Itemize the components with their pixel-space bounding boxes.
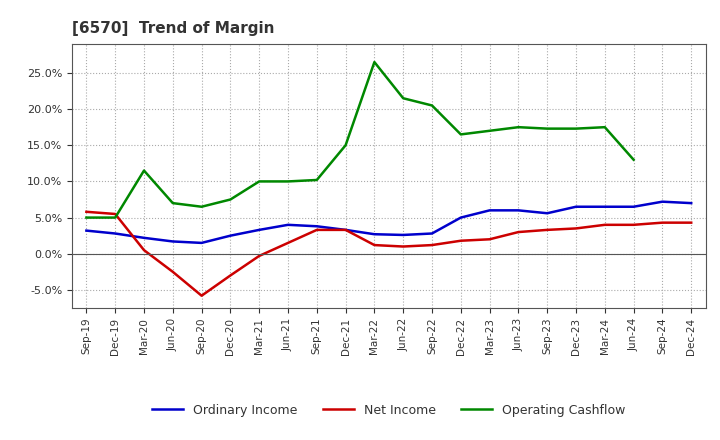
Operating Cashflow — [543, 126, 552, 131]
Ordinary Income — [600, 204, 609, 209]
Ordinary Income — [168, 239, 177, 244]
Operating Cashflow — [140, 168, 148, 173]
Ordinary Income — [255, 227, 264, 232]
Net Income — [341, 227, 350, 232]
Operating Cashflow — [399, 95, 408, 101]
Net Income — [658, 220, 667, 225]
Net Income — [82, 209, 91, 214]
Ordinary Income — [312, 224, 321, 229]
Net Income — [168, 269, 177, 275]
Net Income — [284, 240, 292, 246]
Ordinary Income — [140, 235, 148, 241]
Net Income — [370, 242, 379, 248]
Ordinary Income — [687, 201, 696, 206]
Operating Cashflow — [370, 59, 379, 65]
Operating Cashflow — [197, 204, 206, 209]
Ordinary Income — [485, 208, 494, 213]
Ordinary Income — [456, 215, 465, 220]
Operating Cashflow — [341, 143, 350, 148]
Net Income — [312, 227, 321, 232]
Operating Cashflow — [111, 215, 120, 220]
Operating Cashflow — [629, 157, 638, 162]
Operating Cashflow — [312, 177, 321, 183]
Operating Cashflow — [168, 201, 177, 206]
Ordinary Income — [629, 204, 638, 209]
Legend: Ordinary Income, Net Income, Operating Cashflow: Ordinary Income, Net Income, Operating C… — [147, 399, 631, 422]
Net Income — [543, 227, 552, 232]
Ordinary Income — [658, 199, 667, 204]
Net Income — [456, 238, 465, 243]
Ordinary Income — [284, 222, 292, 227]
Operating Cashflow — [82, 215, 91, 220]
Net Income — [140, 247, 148, 253]
Net Income — [629, 222, 638, 227]
Ordinary Income — [226, 233, 235, 238]
Operating Cashflow — [600, 125, 609, 130]
Ordinary Income — [514, 208, 523, 213]
Line: Net Income: Net Income — [86, 212, 691, 296]
Net Income — [111, 211, 120, 216]
Operating Cashflow — [284, 179, 292, 184]
Ordinary Income — [341, 227, 350, 232]
Ordinary Income — [572, 204, 580, 209]
Net Income — [687, 220, 696, 225]
Text: [6570]  Trend of Margin: [6570] Trend of Margin — [72, 21, 274, 36]
Line: Ordinary Income: Ordinary Income — [86, 202, 691, 243]
Net Income — [197, 293, 206, 298]
Ordinary Income — [82, 228, 91, 233]
Operating Cashflow — [485, 128, 494, 133]
Net Income — [399, 244, 408, 249]
Ordinary Income — [370, 231, 379, 237]
Operating Cashflow — [572, 126, 580, 131]
Ordinary Income — [197, 240, 206, 246]
Net Income — [572, 226, 580, 231]
Operating Cashflow — [255, 179, 264, 184]
Net Income — [485, 237, 494, 242]
Net Income — [600, 222, 609, 227]
Line: Operating Cashflow: Operating Cashflow — [86, 62, 634, 218]
Operating Cashflow — [514, 125, 523, 130]
Operating Cashflow — [226, 197, 235, 202]
Ordinary Income — [111, 231, 120, 236]
Ordinary Income — [428, 231, 436, 236]
Operating Cashflow — [428, 103, 436, 108]
Operating Cashflow — [456, 132, 465, 137]
Net Income — [255, 253, 264, 259]
Ordinary Income — [399, 232, 408, 238]
Net Income — [428, 242, 436, 248]
Net Income — [226, 273, 235, 278]
Ordinary Income — [543, 211, 552, 216]
Net Income — [514, 229, 523, 235]
